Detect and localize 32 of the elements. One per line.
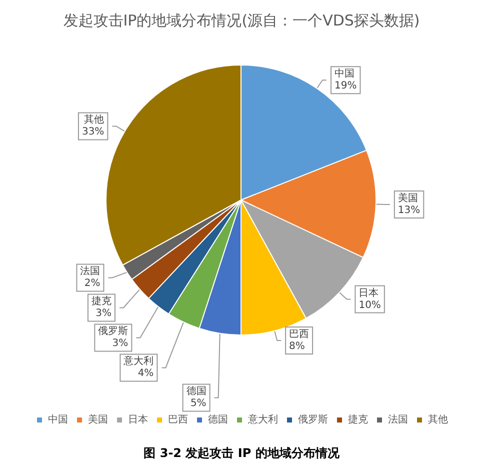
legend-label: 中国 (48, 414, 68, 426)
data-label: 13% (398, 205, 420, 216)
slice-label: 法国 (80, 265, 100, 278)
slice-label: 其他 (84, 114, 104, 126)
data-label: 3% (96, 308, 112, 320)
chart-title: 发起攻击IP的地域分布情况(源自：一个VDS探头数据) (63, 12, 420, 30)
legend-label: 德国 (208, 414, 228, 426)
slice-label: 中国 (334, 68, 354, 80)
legend-label: 巴西 (168, 414, 188, 426)
slice-label: 美国 (398, 192, 418, 204)
legend-label: 其他 (428, 414, 448, 426)
slice-label: 日本 (358, 286, 379, 299)
slice-label: 捷克 (91, 295, 112, 308)
data-label: 2% (84, 278, 100, 290)
legend-label: 捷克 (348, 414, 368, 426)
legend-label: 日本 (128, 414, 148, 426)
legend-label: 法国 (388, 414, 408, 426)
slice-label: 巴西 (289, 328, 310, 340)
slice-label: 俄罗斯 (98, 325, 128, 338)
data-label: 33% (82, 126, 104, 138)
data-label: 10% (358, 300, 381, 311)
data-label: 4% (138, 368, 154, 380)
slice-label: 德国 (186, 386, 206, 398)
legend-label: 意大利 (247, 414, 278, 426)
data-label: 3% (112, 338, 128, 350)
slice-label: 意大利 (122, 355, 154, 368)
caption: 图 3-2 发起攻击 IP 的地域分布情况 (144, 446, 340, 460)
legend-label: 美国 (88, 414, 108, 426)
data-label: 19% (334, 80, 357, 92)
legend-label: 俄罗斯 (298, 414, 328, 426)
data-label: 8% (289, 340, 305, 352)
data-label: 5% (190, 398, 206, 410)
